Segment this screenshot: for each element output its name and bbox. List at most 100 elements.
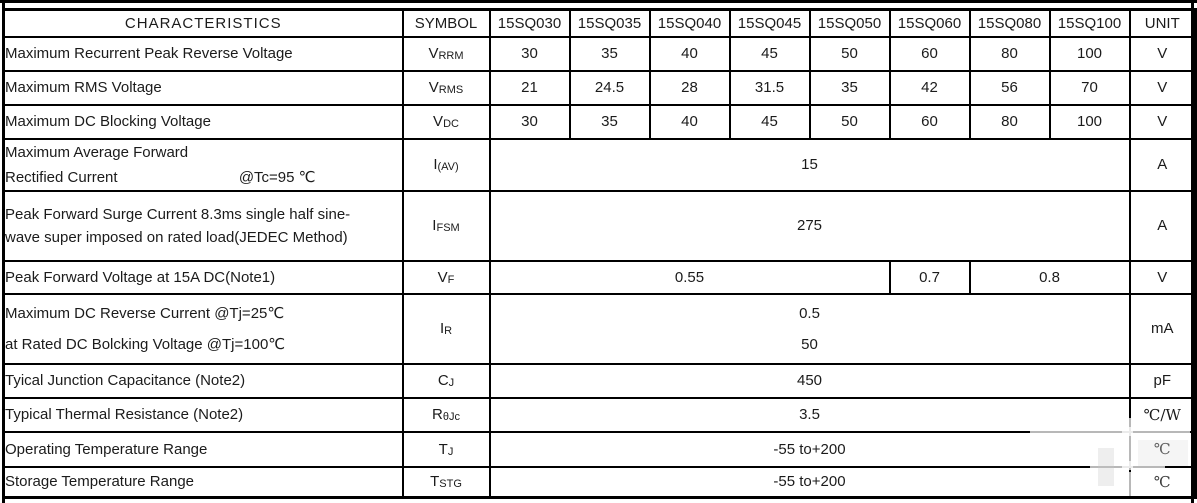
symbol-main: I: [433, 156, 438, 173]
characteristic-cell: Maximum Recurrent Peak Reverse Voltage: [2, 35, 404, 72]
symbol-cell: CJ: [401, 362, 491, 399]
symbol-cell: TSTG: [401, 465, 491, 499]
symbol-main: I: [432, 217, 437, 234]
characteristic-line1: Maximum Average Forward: [5, 143, 189, 161]
table-row-vdc: Maximum DC Blocking Voltage VDC 30 35 40…: [2, 103, 1197, 140]
characteristic-cell: Storage Temperature Range: [2, 465, 404, 499]
table-row-tstg: Storage Temperature Range TSTG -55 to+20…: [2, 465, 1197, 499]
table-row-rthjc: Typical Thermal Resistance (Note2) RθJc …: [2, 396, 1197, 433]
value-cell-merged: 275: [488, 189, 1131, 262]
header-part-number: 15SQ050: [808, 8, 891, 38]
value-cell: 40: [648, 35, 731, 72]
value-cell: 40: [648, 103, 731, 140]
symbol-subscript: RMS: [438, 84, 464, 96]
unit-cell: V: [1128, 103, 1197, 140]
header-characteristics: CHARACTERISTICS: [2, 8, 404, 38]
characteristic-cell: Maximum Average Forward Rectified Curren…: [2, 137, 404, 192]
value-cell-merged: 15: [488, 137, 1131, 192]
value-cell: 80: [968, 103, 1051, 140]
symbol-subscript: (AV): [437, 161, 459, 173]
value-cell: 42: [888, 69, 971, 106]
symbol-main: V: [428, 45, 439, 62]
unit-cell: V: [1128, 259, 1197, 295]
value-cell: 35: [568, 103, 651, 140]
unit-cell: ℃: [1128, 430, 1197, 468]
table-row-vf: Peak Forward Voltage at 15A DC(Note1) VF…: [2, 259, 1197, 295]
symbol-main: V: [433, 113, 444, 130]
value-cell: 60: [888, 35, 971, 72]
value-cell-merged: 450: [488, 362, 1131, 399]
characteristic-cell: Peak Forward Surge Current 8.3ms single …: [2, 189, 404, 262]
symbol-subscript: J: [448, 377, 455, 389]
header-part-number: 15SQ100: [1048, 8, 1131, 38]
characteristic-line1: Peak Forward Surge Current 8.3ms single …: [5, 205, 351, 223]
value-cell: 31.5: [728, 69, 811, 106]
characteristic-cell: Typical Thermal Resistance (Note2): [2, 396, 404, 433]
table-row-tj: Operating Temperature Range TJ -55 to+20…: [2, 430, 1197, 468]
symbol-subscript: θJc: [442, 411, 460, 423]
value-cell: 80: [968, 35, 1051, 72]
header-unit: UNIT: [1128, 8, 1197, 38]
value-cell: 24.5: [568, 69, 651, 106]
value-cell-merged: -55 to+200: [488, 465, 1131, 499]
unit-cell: A: [1128, 189, 1197, 262]
symbol-cell: TJ: [401, 430, 491, 468]
header-part-number: 15SQ045: [728, 8, 811, 38]
symbol-subscript: F: [447, 273, 455, 286]
unit-cell: ℃/W: [1128, 396, 1197, 433]
symbol-main: I: [439, 320, 445, 337]
symbol-main: R: [432, 406, 443, 423]
characteristic-line2: Rectified Current @Tc=95 ℃: [5, 165, 401, 189]
header-part-number: 15SQ030: [488, 8, 571, 38]
value-cell: 30: [488, 35, 571, 72]
symbol-cell: I(AV): [401, 137, 491, 192]
value-cell: 56: [968, 69, 1051, 106]
value-cell-merged: -55 to+200: [488, 430, 1131, 468]
table-row-vrrm: Maximum Recurrent Peak Reverse Voltage V…: [2, 35, 1197, 72]
value-cell: 0.7: [888, 259, 971, 295]
characteristic-condition: @Tc=95 ℃: [238, 168, 316, 186]
unit-cell: V: [1128, 69, 1197, 106]
symbol-cell: VF: [401, 259, 491, 295]
header-part-number: 15SQ080: [968, 8, 1051, 38]
value-cell: 45: [728, 35, 811, 72]
value-cell: 70: [1048, 69, 1131, 106]
symbol-subscript: DC: [443, 118, 459, 130]
value-cell-merged: 3.5: [488, 396, 1131, 433]
characteristic-line2-left: Rectified Current: [5, 168, 118, 186]
symbol-cell: IR: [401, 292, 491, 365]
characteristic-cell: Operating Temperature Range: [2, 430, 404, 468]
characteristic-cell: Peak Forward Voltage at 15A DC(Note1): [2, 259, 404, 295]
table-frame-top-line: [0, 0, 1197, 3]
symbol-cell: RθJc: [401, 396, 491, 433]
symbol-cell: VDC: [401, 103, 491, 140]
header-part-number: 15SQ060: [888, 8, 971, 38]
characteristic-cell: Maximum DC Blocking Voltage: [2, 103, 404, 140]
symbol-subscript: R: [444, 325, 453, 337]
symbol-main: C: [437, 372, 449, 389]
characteristic-line2: wave super imposed on rated load(JEDEC M…: [5, 228, 348, 246]
value-cell-merged: 0.8: [968, 259, 1131, 295]
symbol-main: T: [430, 473, 440, 491]
value-cell: 100: [1048, 103, 1131, 140]
symbol-subscript: RRM: [438, 50, 464, 62]
symbol-subscript: J: [447, 445, 454, 458]
value-cell-merged: 0.55: [488, 259, 891, 295]
unit-cell: mA: [1128, 292, 1197, 365]
unit-cell: A: [1128, 137, 1197, 192]
value-cell: 35: [808, 69, 891, 106]
symbol-cell: VRMS: [401, 69, 491, 106]
symbol-main: V: [437, 268, 448, 286]
table-row-iav: Maximum Average Forward Rectified Curren…: [2, 137, 1197, 192]
value-cell: 100: [1048, 35, 1131, 72]
symbol-subscript: FSM: [436, 222, 460, 234]
symbol-main: T: [438, 440, 448, 458]
symbol-subscript: STG: [439, 478, 462, 491]
table-header-row: CHARACTERISTICS SYMBOL 15SQ030 15SQ035 1…: [2, 8, 1197, 38]
value-cell: 30: [488, 103, 571, 140]
value-cell-merged: 0.5 50: [488, 292, 1131, 365]
header-part-number: 15SQ035: [568, 8, 651, 38]
table-row-vrms: Maximum RMS Voltage VRMS 21 24.5 28 31.5…: [2, 69, 1197, 106]
unit-cell: ℃: [1128, 465, 1197, 499]
